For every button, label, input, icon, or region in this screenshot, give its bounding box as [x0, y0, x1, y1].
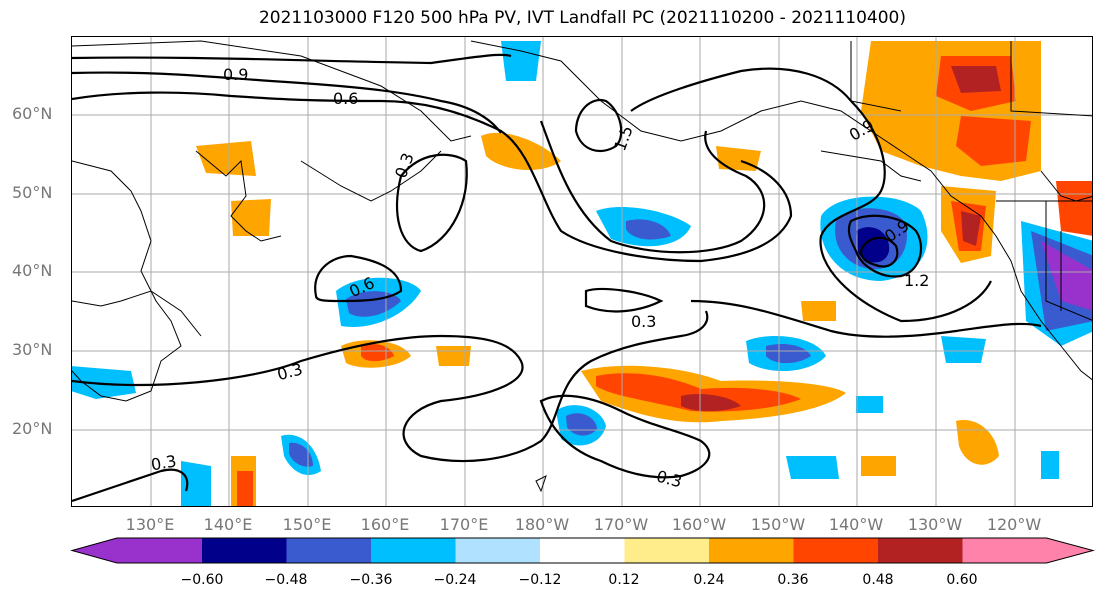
negative-region-small1 [501, 41, 541, 81]
colorbar-tick-label: −0.48 [264, 572, 308, 588]
colorbar-swatch [286, 538, 371, 563]
lat-label-20n: 20°N [12, 419, 53, 438]
negative-region-small3 [941, 336, 986, 363]
grid-lines [72, 37, 1092, 506]
coastlines [72, 40, 1092, 493]
contour-labels: 0.9 0.6 0.3 0.6 0.3 0.3 0.3 1.5 0.9 1.2 … [149, 65, 929, 491]
colorbar-extend-low [72, 538, 117, 563]
contour-label: 0.3 [275, 359, 305, 384]
colorbar-swatch [540, 538, 625, 563]
lon-label-140e: 140°E [203, 515, 253, 534]
map-title: 2021103000 F120 500 hPa PV, IVT Landfall… [258, 8, 906, 28]
lon-label-130e: 130°E [125, 515, 175, 534]
lat-label-30n: 30°N [12, 340, 53, 359]
colorbar-swatch [117, 538, 202, 563]
negative-region-small6 [1041, 451, 1059, 479]
colorbar-tick-label: −0.60 [180, 572, 224, 588]
colorbar-tick-label: 0.36 [777, 572, 809, 588]
contour-label: 1.2 [904, 271, 929, 290]
positive-core-bc [956, 116, 1031, 166]
lon-label-170e: 170°E [439, 515, 489, 534]
positive-region-se [956, 420, 999, 465]
colorbar-tick-label: −0.24 [433, 572, 477, 588]
colorbar-swatch [709, 538, 794, 563]
negative-region-small5 [181, 461, 211, 506]
colorbar-tick-label: 0.48 [862, 572, 894, 588]
colorbar-swatch [202, 538, 287, 563]
colorbar-tick-label: 0.24 [693, 572, 725, 588]
lon-label-170w: 170°W [593, 515, 649, 534]
lon-label-140w: 140°W [828, 515, 884, 534]
positive-region-small2 [801, 301, 836, 321]
colorbar-tick-label: 0.60 [946, 572, 978, 588]
positive-region-east [1056, 181, 1092, 236]
lat-label-40n: 40°N [12, 261, 53, 280]
positive-region-kamchatka [196, 141, 256, 176]
negative-core-hawaii [766, 344, 811, 364]
contour-label: 0.6 [333, 89, 358, 108]
colorbar-tick-label: 0.12 [608, 572, 640, 588]
positive-inner-canada [951, 66, 1001, 93]
lat-label-50n: 50°N [12, 183, 53, 202]
lon-label-160w: 160°W [671, 515, 727, 534]
lon-label-160e: 160°E [360, 515, 410, 534]
lon-label-150w: 150°W [750, 515, 806, 534]
lon-label-150e: 150°E [282, 515, 332, 534]
negative-inner-offshore [856, 227, 890, 263]
lat-label-60n: 60°N [12, 104, 53, 123]
contour-label: 0.3 [631, 312, 656, 331]
negative-core-sw [289, 442, 313, 467]
colorbar-extend-high [962, 538, 1093, 563]
lon-label-120w: 120°W [986, 515, 1042, 534]
colorbar-swatch [455, 538, 540, 563]
contour-label: 1.5 [610, 123, 637, 153]
contour-label: 0.3 [654, 466, 684, 491]
positive-inner-band [681, 394, 741, 412]
colorbar-swatches [70, 537, 1095, 564]
colorbar-tick-label: −0.36 [349, 572, 393, 588]
pv-contours [72, 53, 1042, 503]
boundaries [850, 41, 1092, 321]
lon-label-130w: 130°W [907, 515, 963, 534]
positive-region-small3 [861, 456, 896, 476]
negative-region-small2 [72, 366, 136, 399]
positive-region-japan [231, 199, 271, 236]
map-plot: 0.9 0.6 0.3 0.6 0.3 0.3 0.3 1.5 0.9 1.2 … [72, 37, 1092, 506]
contour-label: 0.3 [149, 451, 177, 474]
positive-region-small1 [436, 346, 471, 366]
negative-region-small7 [856, 396, 883, 413]
colorbar-tick-label: −0.12 [518, 572, 562, 588]
positive-inner-pnw [961, 211, 981, 246]
colorbar-swatch [878, 538, 963, 563]
positive-core-band [596, 373, 801, 412]
colorbar-outline [70, 537, 1095, 564]
lon-label-180w: 180°W [514, 515, 570, 534]
contour-label: 0.9 [223, 65, 248, 84]
colorbar-swatch [371, 538, 456, 563]
negative-core-midpacific [626, 219, 671, 240]
negative-region-small4 [786, 456, 839, 479]
colorbar-swatch [793, 538, 878, 563]
colorbar-swatch [624, 538, 709, 563]
pc-shading [72, 41, 1092, 506]
map-frame: 0.9 0.6 0.3 0.6 0.3 0.3 0.3 1.5 0.9 1.2 … [71, 36, 1093, 507]
negative-inner-wus [1041, 241, 1092, 311]
positive-core-sw2 [237, 471, 253, 506]
